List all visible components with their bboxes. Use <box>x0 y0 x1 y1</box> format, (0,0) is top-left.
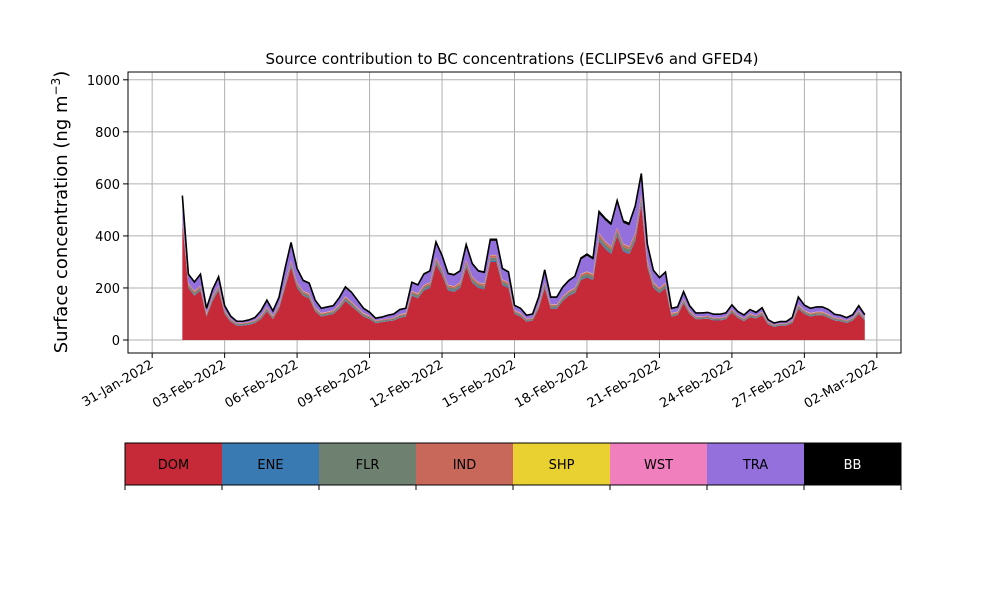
legend-label-shp: SHP <box>549 458 575 473</box>
x-tick-label: 31-Jan-2022 <box>80 357 157 410</box>
x-tick-label: 24-Feb-2022 <box>657 357 736 411</box>
legend-swatch-tra <box>707 443 804 485</box>
chart-title: Source contribution to BC concentrations… <box>265 50 758 68</box>
stacked-areas <box>182 173 865 340</box>
legend-swatch-ind <box>416 443 513 485</box>
legend-swatch-bb <box>804 443 901 485</box>
x-tick-label: 12-Feb-2022 <box>367 357 446 411</box>
x-tick-label: 21-Feb-2022 <box>585 357 664 411</box>
y-tick-label: 1000 <box>87 74 120 89</box>
x-tick-label: 18-Feb-2022 <box>512 357 591 411</box>
y-axis-label-main: Surface concentration (ng m <box>51 95 72 353</box>
legend-label-flr: FLR <box>356 458 380 473</box>
legend-swatch-flr <box>319 443 416 485</box>
legend-label-tra: TRA <box>742 458 768 473</box>
x-tick-label: 02-Mar-2022 <box>802 357 881 411</box>
total-line <box>181 173 866 324</box>
y-tick-label: 800 <box>95 126 120 141</box>
x-tick-label: 06-Feb-2022 <box>223 357 302 411</box>
legend-label-ene: ENE <box>257 458 283 473</box>
legend-swatch-wst <box>610 443 707 485</box>
y-axis-label-close: ) <box>51 71 72 78</box>
y-axis-label-superscript: −3 <box>49 78 63 96</box>
total-concentration-line <box>181 173 866 324</box>
x-tick-label: 03-Feb-2022 <box>150 357 229 411</box>
legend-label-dom: DOM <box>158 458 189 473</box>
y-tick-label: 0 <box>112 334 120 349</box>
legend-swatch-dom <box>125 443 222 485</box>
x-tick-label: 27-Feb-2022 <box>730 357 809 411</box>
x-tick-label: 15-Feb-2022 <box>440 357 519 411</box>
legend-label-wst: WST <box>644 458 673 473</box>
x-axis-ticks: 31-Jan-202203-Feb-202206-Feb-202209-Feb-… <box>80 353 881 412</box>
legend-swatch-shp <box>513 443 610 485</box>
y-tick-label: 200 <box>95 282 120 297</box>
x-tick-label: 09-Feb-2022 <box>295 357 374 411</box>
legend-swatch-ene <box>222 443 319 485</box>
y-tick-label: 600 <box>95 178 120 193</box>
y-axis-label: Surface concentration (ng m−3) <box>49 71 72 354</box>
legend-label-ind: IND <box>453 458 477 473</box>
y-axis-ticks: 0 200 400 600 800 1000 <box>87 74 128 349</box>
y-tick-label: 400 <box>95 230 120 245</box>
legend: DOM ENE FLR IND SHP WST TRA BB <box>124 442 902 490</box>
area-series-dom <box>182 204 865 340</box>
legend-label-bb: BB <box>844 458 862 473</box>
